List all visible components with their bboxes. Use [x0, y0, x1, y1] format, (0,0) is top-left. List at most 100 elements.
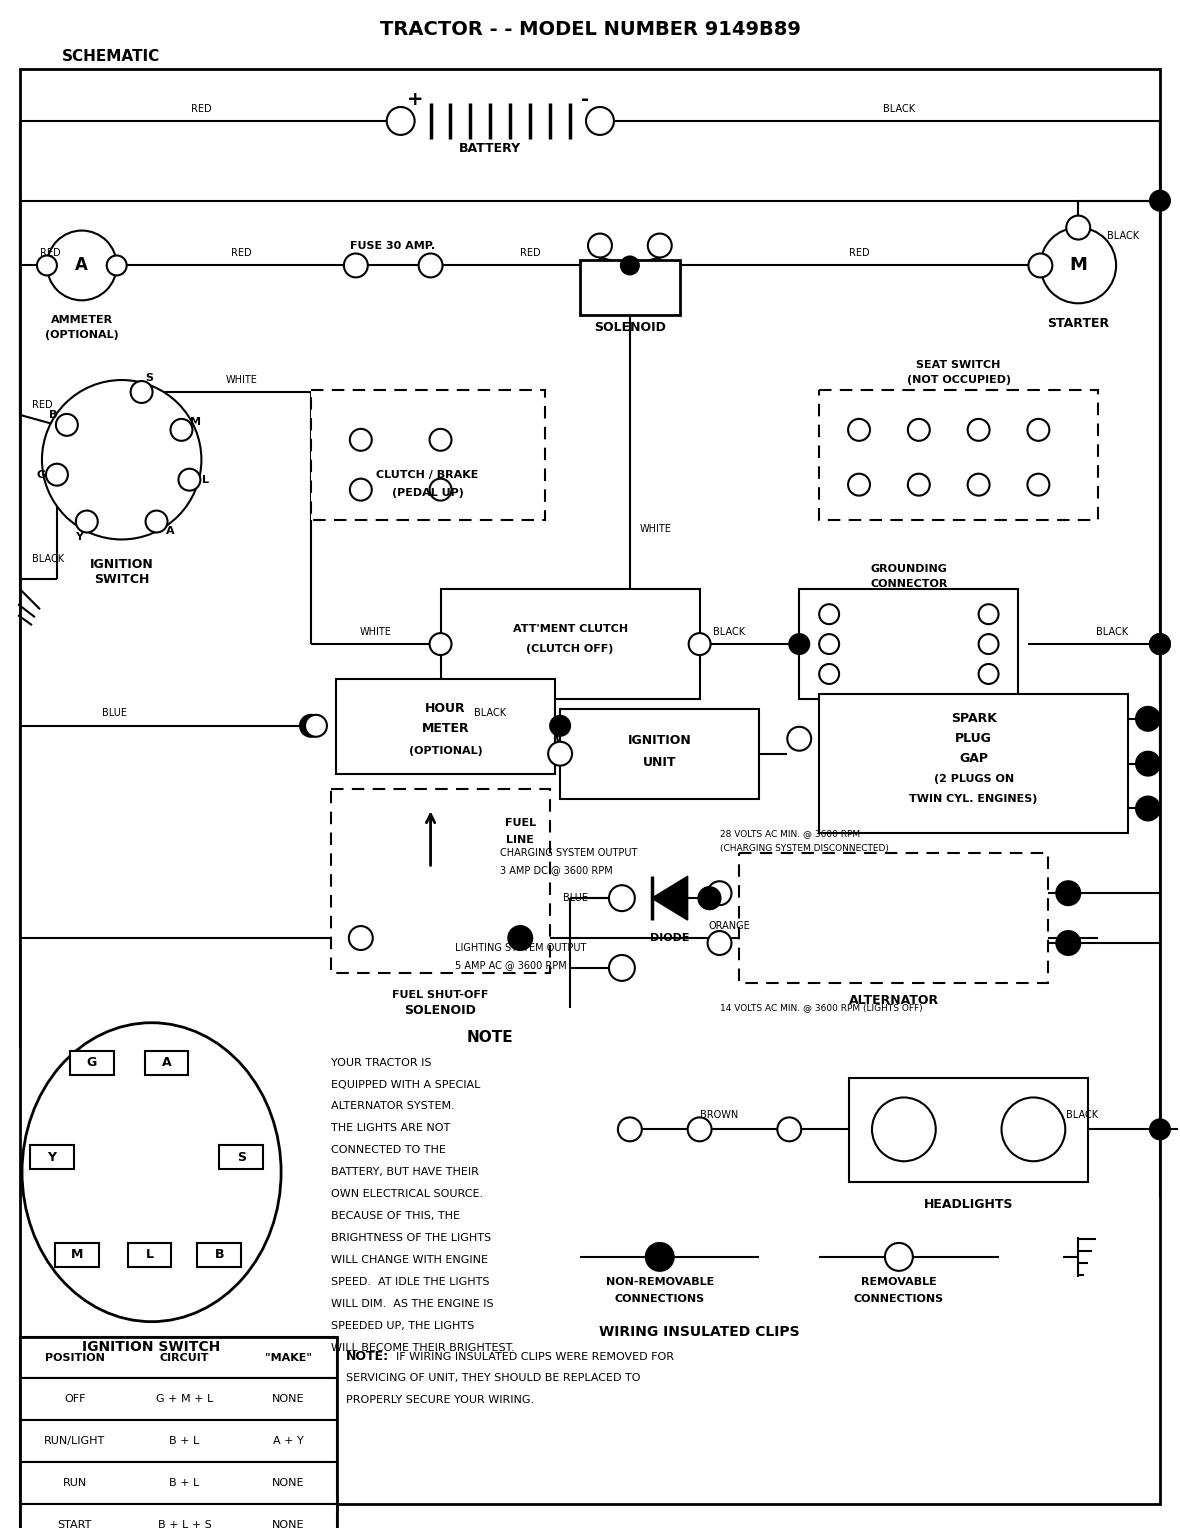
Text: FUEL SHUT-OFF: FUEL SHUT-OFF: [392, 990, 489, 1000]
Text: BLACK: BLACK: [883, 104, 914, 113]
Text: FUSE 30 AMP.: FUSE 30 AMP.: [350, 241, 435, 251]
Text: SPEEDED UP, THE LIGHTS: SPEEDED UP, THE LIGHTS: [330, 1321, 474, 1331]
Text: AMMETER: AMMETER: [51, 316, 113, 325]
Text: NONE: NONE: [271, 1520, 304, 1530]
Text: -: -: [581, 89, 589, 109]
Text: (2 PLUGS ON: (2 PLUGS ON: [933, 774, 1014, 783]
Circle shape: [42, 380, 202, 539]
Text: PROPERLY SECURE YOUR WIRING.: PROPERLY SECURE YOUR WIRING.: [346, 1396, 535, 1405]
Text: SWITCH: SWITCH: [94, 573, 150, 585]
Text: TWIN CYL. ENGINES): TWIN CYL. ENGINES): [910, 794, 1038, 803]
Text: CHARGING SYSTEM OUTPUT: CHARGING SYSTEM OUTPUT: [500, 849, 637, 858]
Text: IF WIRING INSULATED CLIPS WERE REMOVED FOR: IF WIRING INSULATED CLIPS WERE REMOVED F…: [395, 1351, 674, 1362]
Text: CONNECTIONS: CONNECTIONS: [615, 1293, 704, 1304]
Text: BROWN: BROWN: [701, 1111, 739, 1120]
Circle shape: [1150, 1120, 1169, 1140]
Circle shape: [885, 1242, 913, 1272]
Bar: [145, 1051, 189, 1074]
Text: WHITE: WHITE: [640, 524, 671, 535]
Text: EQUIPPED WITH A SPECIAL: EQUIPPED WITH A SPECIAL: [330, 1080, 480, 1089]
Circle shape: [37, 256, 57, 276]
Text: B + L + S: B + L + S: [158, 1520, 211, 1530]
Circle shape: [1029, 253, 1053, 277]
Circle shape: [708, 931, 732, 954]
Bar: [560, 709, 760, 798]
Circle shape: [1136, 752, 1160, 775]
Circle shape: [349, 429, 372, 450]
Circle shape: [648, 233, 671, 257]
Bar: [55, 1242, 99, 1267]
Circle shape: [387, 107, 414, 135]
Circle shape: [550, 715, 570, 735]
Polygon shape: [651, 876, 688, 921]
Text: SERVICING OF UNIT, THEY SHOULD BE REPLACED TO: SERVICING OF UNIT, THEY SHOULD BE REPLAC…: [346, 1374, 641, 1383]
Bar: [799, 590, 1018, 699]
Text: M: M: [71, 1249, 83, 1261]
Text: "MAKE": "MAKE": [264, 1353, 312, 1362]
Circle shape: [47, 231, 117, 300]
Text: WIRING INSULATED CLIPS: WIRING INSULATED CLIPS: [599, 1325, 800, 1339]
Circle shape: [46, 464, 68, 486]
Circle shape: [609, 954, 635, 980]
Text: HOUR: HOUR: [425, 702, 466, 715]
Circle shape: [430, 478, 452, 501]
Circle shape: [588, 233, 612, 257]
Text: A: A: [76, 256, 88, 274]
Text: WHITE: WHITE: [360, 627, 392, 637]
Text: CLUTCH / BRAKE: CLUTCH / BRAKE: [376, 470, 479, 480]
Text: START: START: [58, 1520, 92, 1530]
Text: METER: METER: [421, 722, 470, 735]
Text: (NOT OCCUPIED): (NOT OCCUPIED): [906, 375, 1011, 385]
Text: IGNITION SWITCH: IGNITION SWITCH: [83, 1339, 221, 1354]
Text: RED: RED: [40, 248, 60, 259]
Text: SOLENOID: SOLENOID: [594, 320, 666, 334]
Circle shape: [430, 429, 452, 450]
Text: L: L: [145, 1249, 153, 1261]
Text: (PEDAL UP): (PEDAL UP): [392, 487, 464, 498]
Circle shape: [708, 881, 732, 905]
Circle shape: [145, 510, 168, 533]
Text: LINE: LINE: [506, 835, 535, 846]
Text: BLACK: BLACK: [1066, 1111, 1099, 1120]
Circle shape: [978, 604, 998, 624]
Text: (OPTIONAL): (OPTIONAL): [408, 746, 483, 755]
Circle shape: [1002, 1097, 1066, 1161]
Text: SOLENOID: SOLENOID: [405, 1005, 477, 1017]
Bar: [819, 391, 1099, 519]
Text: S: S: [237, 1151, 245, 1164]
Circle shape: [178, 469, 201, 490]
Text: DIODE: DIODE: [650, 933, 689, 944]
Text: NONE: NONE: [271, 1478, 304, 1488]
Circle shape: [618, 1117, 642, 1141]
Text: HEADLIGHTS: HEADLIGHTS: [924, 1198, 1014, 1210]
Circle shape: [907, 473, 930, 496]
Circle shape: [968, 418, 990, 441]
Text: A: A: [162, 1056, 171, 1069]
Text: B: B: [48, 411, 57, 420]
Text: IGNITION: IGNITION: [628, 734, 691, 748]
Circle shape: [621, 256, 638, 274]
Text: RED: RED: [191, 104, 211, 113]
Text: NON-REMOVABLE: NON-REMOVABLE: [605, 1276, 714, 1287]
Text: BLUE: BLUE: [101, 708, 126, 719]
Circle shape: [349, 478, 372, 501]
Circle shape: [1028, 473, 1049, 496]
Circle shape: [1150, 190, 1169, 210]
Text: ALTERNATOR SYSTEM.: ALTERNATOR SYSTEM.: [330, 1102, 454, 1111]
Text: STARTER: STARTER: [1047, 317, 1109, 329]
Bar: [336, 679, 555, 774]
Text: SEAT SWITCH: SEAT SWITCH: [917, 360, 1001, 371]
Circle shape: [778, 1117, 801, 1141]
Bar: [440, 590, 700, 699]
Bar: [740, 853, 1048, 984]
Text: OWN ELECTRICAL SOURCE.: OWN ELECTRICAL SOURCE.: [330, 1189, 483, 1200]
Circle shape: [789, 634, 809, 654]
Circle shape: [1041, 228, 1116, 303]
Text: THE LIGHTS ARE NOT: THE LIGHTS ARE NOT: [330, 1123, 451, 1134]
Circle shape: [688, 1117, 712, 1141]
Text: Y: Y: [47, 1151, 57, 1164]
Text: WHITE: WHITE: [225, 375, 257, 385]
Text: TRACTOR - - MODEL NUMBER 9149B89: TRACTOR - - MODEL NUMBER 9149B89: [380, 20, 800, 38]
Text: G: G: [86, 1056, 97, 1069]
Bar: [20, 1462, 337, 1504]
